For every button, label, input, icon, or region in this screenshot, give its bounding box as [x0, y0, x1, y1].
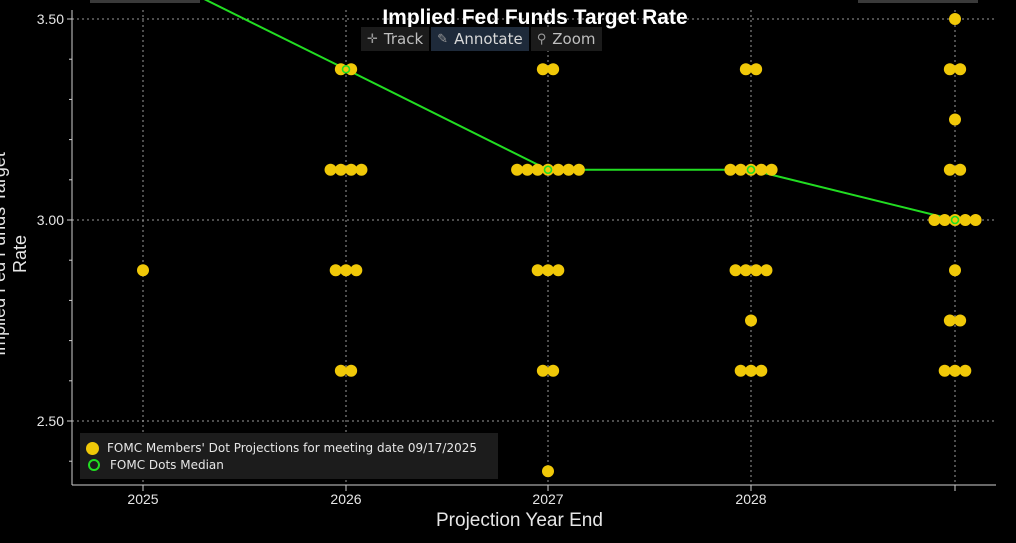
dot-point: [724, 163, 737, 176]
y-tick-label: 3.00: [37, 212, 64, 228]
median-marker: [543, 165, 553, 175]
dot-point: [938, 214, 951, 226]
dot-point: [954, 163, 967, 176]
dot-point: [938, 364, 951, 377]
legend-median-label: FOMC Dots Median: [110, 458, 224, 472]
dot-point: [729, 264, 742, 277]
dot-point: [552, 163, 565, 176]
dot-point: [943, 163, 956, 176]
dot-point: [745, 314, 757, 327]
dot-point: [959, 364, 972, 377]
dot-point: [350, 264, 363, 277]
dot-point: [329, 264, 342, 277]
crosshair-icon: ✛: [367, 31, 378, 47]
dot-point: [334, 63, 347, 76]
dot-point: [755, 364, 768, 377]
dot-point: [750, 264, 763, 277]
x-tick-label: 2026: [330, 491, 361, 507]
dot-point: [949, 264, 961, 277]
dot-point: [511, 163, 524, 176]
dot-point: [959, 214, 972, 226]
dot-point: [954, 314, 967, 327]
x-tick-label: 2025: [127, 491, 158, 507]
dot-point: [345, 364, 358, 377]
annotate-button[interactable]: ✎ Annotate: [431, 27, 529, 51]
dot-point: [562, 163, 575, 176]
x-tick-label: 2027: [532, 491, 563, 507]
dot-point: [949, 364, 961, 377]
dot-point: [345, 163, 358, 176]
dot-point: [572, 163, 585, 176]
y-tick-label: 3.50: [37, 11, 64, 27]
track-label: Track: [383, 30, 424, 48]
dot-point: [547, 364, 560, 377]
dot-point: [536, 63, 549, 76]
dot-point: [750, 63, 763, 76]
median-marker: [341, 64, 351, 74]
top-edge-bar-right: [858, 0, 978, 3]
dot-point: [542, 264, 554, 277]
dot-point: [137, 264, 149, 277]
median-marker: [746, 165, 756, 175]
y-tick-label: 2.50: [37, 413, 64, 429]
dot-point: [734, 364, 747, 377]
dot-point: [760, 264, 773, 277]
dot-point: [928, 214, 941, 226]
zoom-label: Zoom: [552, 30, 596, 48]
dot-point: [531, 163, 544, 176]
grid-layer: [72, 10, 996, 485]
dot-point: [542, 465, 554, 478]
dot-point: [745, 364, 757, 377]
x-tick-label: 2028: [735, 491, 766, 507]
dot-point: [547, 63, 560, 76]
top-edge-bar-left: [90, 0, 200, 3]
dot-point: [739, 63, 752, 76]
dot-point: [552, 264, 565, 277]
dot-point: [739, 264, 752, 277]
chart-toolbar: ✛ Track ✎ Annotate ⚲ Zoom: [361, 27, 604, 51]
dot-point: [324, 163, 337, 176]
x-axis-label: Projection Year End: [436, 510, 603, 531]
dot-point: [949, 13, 961, 25]
dot-point: [734, 163, 747, 176]
dot-point: [943, 63, 956, 76]
annotate-label: Annotate: [454, 30, 523, 48]
dot-point: [949, 113, 961, 126]
dot-point: [345, 63, 358, 76]
y-axis-label: Implied Fed Funds Target Rate: [0, 152, 30, 356]
dot-point: [943, 314, 956, 327]
dot-point: [521, 163, 534, 176]
legend-dot-marker: [86, 441, 99, 455]
magnifier-icon: ⚲: [536, 31, 547, 47]
track-button[interactable]: ✛ Track: [361, 27, 430, 51]
dot-point: [340, 264, 352, 277]
dot-point: [334, 364, 347, 377]
dot-point: [334, 163, 347, 176]
pencil-icon: ✎: [437, 31, 449, 47]
legend-median-marker: [88, 459, 100, 471]
dot-point: [969, 214, 982, 226]
median-marker: [950, 215, 960, 225]
chart-legend: FOMC Members' Dot Projections for meetin…: [80, 433, 498, 479]
dot-point: [954, 63, 967, 76]
zoom-button[interactable]: ⚲ Zoom: [530, 27, 602, 51]
dot-point: [355, 163, 368, 176]
legend-dots-label: FOMC Members' Dot Projections for meetin…: [107, 441, 478, 455]
dot-point: [755, 163, 768, 176]
dots-layer: [137, 13, 982, 478]
dot-point: [531, 264, 544, 277]
legend-item-median[interactable]: FOMC Dots Median: [86, 458, 224, 472]
legend-item-dots[interactable]: FOMC Members' Dot Projections for meetin…: [86, 441, 477, 455]
dot-point: [765, 163, 778, 176]
dot-point: [536, 364, 549, 377]
chart-title: Implied Fed Funds Target Rate: [382, 6, 688, 29]
